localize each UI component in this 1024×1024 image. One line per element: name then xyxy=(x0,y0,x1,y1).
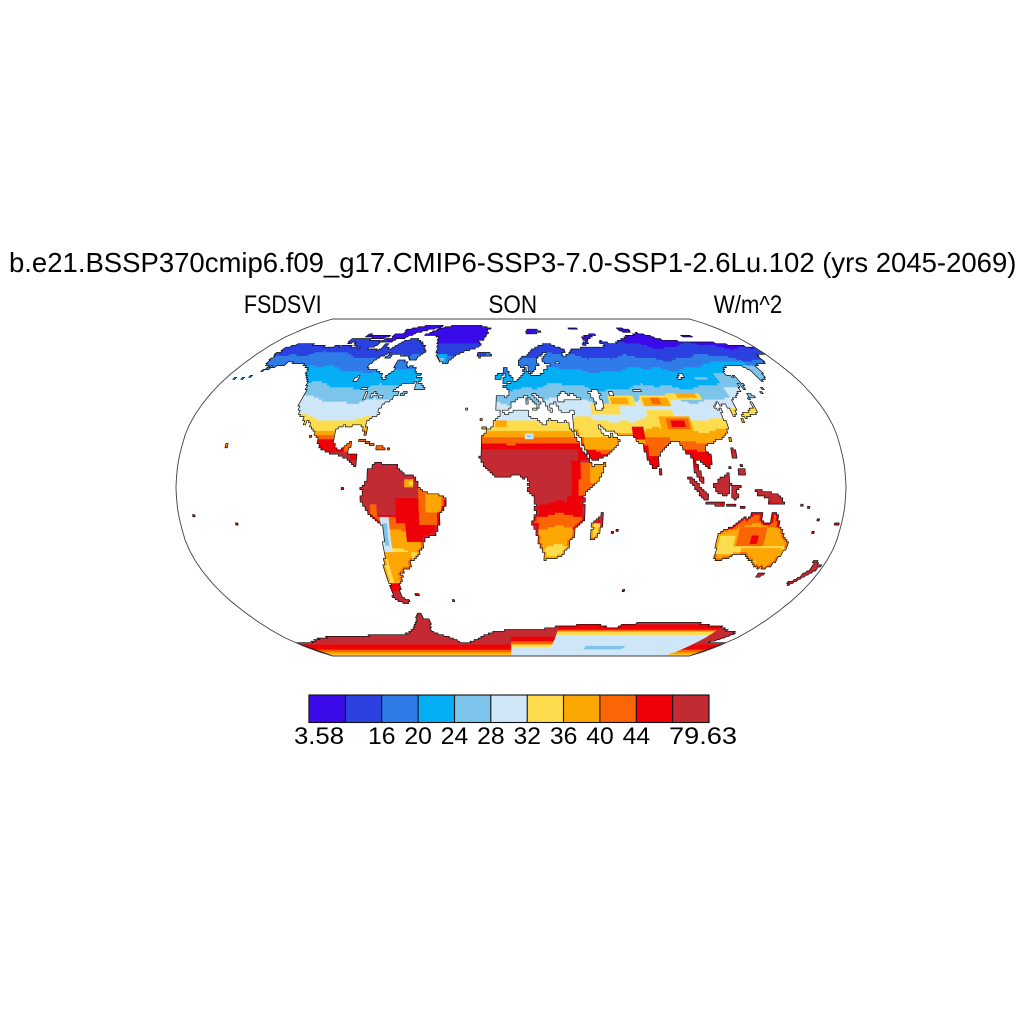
svg-text:24: 24 xyxy=(441,723,469,750)
svg-text:79.63: 79.63 xyxy=(669,723,737,750)
svg-text:FSDSVI: FSDSVI xyxy=(244,291,322,319)
svg-text:W/m^2: W/m^2 xyxy=(714,291,782,319)
svg-text:44: 44 xyxy=(623,723,651,750)
svg-text:b.e21.BSSP370cmip6.f09_g17.CMI: b.e21.BSSP370cmip6.f09_g17.CMIP6-SSP3-7.… xyxy=(9,247,1016,278)
svg-text:16: 16 xyxy=(368,723,396,750)
svg-text:32: 32 xyxy=(514,723,542,750)
svg-text:36: 36 xyxy=(550,723,578,750)
svg-text:3.58: 3.58 xyxy=(294,723,344,750)
svg-text:28: 28 xyxy=(477,723,505,750)
svg-text:20: 20 xyxy=(404,723,432,750)
svg-text:40: 40 xyxy=(586,723,614,750)
svg-text:SON: SON xyxy=(488,291,537,319)
